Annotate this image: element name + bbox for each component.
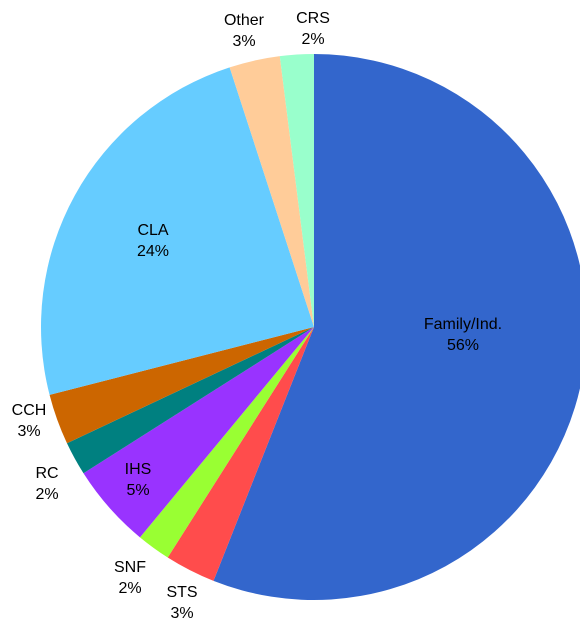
pie-slice <box>139 327 314 558</box>
slice-value-label: 3% <box>232 33 255 50</box>
slice-value-label: 2% <box>301 31 324 48</box>
slice-label: RC <box>35 465 58 482</box>
slice-label: CRS <box>296 10 330 27</box>
pie-slice <box>213 54 580 600</box>
slice-label: SNF <box>114 559 146 576</box>
pie-slice <box>83 327 314 538</box>
slice-value-label: 3% <box>170 605 193 622</box>
slice-label: Other <box>224 12 265 29</box>
slice-value-label: 2% <box>35 486 58 503</box>
pie-slice <box>167 327 314 581</box>
slice-label: IHS <box>125 461 152 478</box>
slice-value-label: 56% <box>447 337 479 354</box>
pie-slice <box>279 54 314 327</box>
slice-label: CCH <box>12 402 47 419</box>
slice-value-label: 3% <box>17 423 40 440</box>
slice-label: CLA <box>137 222 168 239</box>
slice-label: Family/Ind. <box>424 316 502 333</box>
slice-label: STS <box>166 584 197 601</box>
slice-value-label: 24% <box>137 243 169 260</box>
pie-slice <box>49 327 315 444</box>
pie-slice <box>40 67 314 395</box>
slice-value-label: 5% <box>126 482 149 499</box>
slice-value-label: 2% <box>118 580 141 597</box>
pie-slice <box>229 56 314 328</box>
pie-slice <box>66 327 315 474</box>
